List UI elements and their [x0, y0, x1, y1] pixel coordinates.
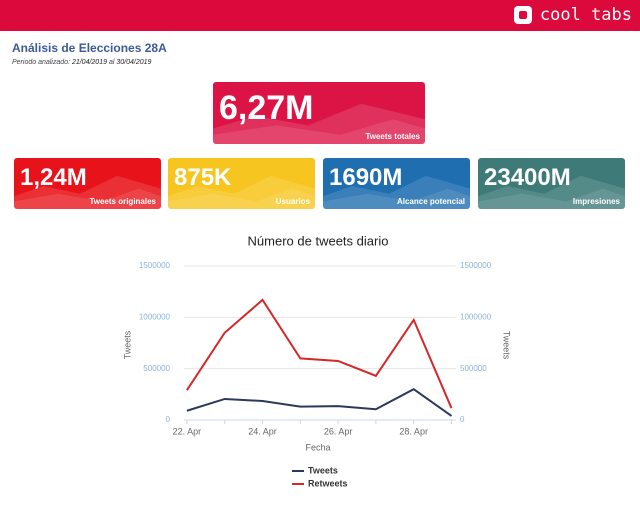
kpi-card: 23400M Impresiones — [478, 158, 625, 209]
y-tick-label: 1500000 — [139, 261, 171, 270]
wave — [14, 188, 161, 209]
wave — [213, 103, 425, 144]
kpi-card: 875K Usuarios — [168, 158, 315, 209]
line-series — [186, 298, 453, 409]
brand-name: cool tabs — [539, 5, 632, 25]
card-decoration — [168, 175, 315, 209]
card-decoration — [213, 103, 425, 144]
card-decoration — [14, 175, 161, 209]
period-label: Periodo analizado: — [12, 59, 70, 66]
kpi-card: 6,27M Tweets totales — [213, 82, 425, 144]
kpi-label: Usuarios — [275, 197, 310, 206]
y2-tick-label: 1500000 — [460, 261, 492, 270]
period-sep: al — [108, 59, 115, 66]
kpi-label: Impresiones — [572, 197, 620, 206]
y2-tick-label: 0 — [460, 415, 465, 424]
y2-tick-label: 1000000 — [460, 312, 492, 321]
brand[interactable]: cool tabs — [513, 5, 632, 25]
kpi-label: Tweets totales — [365, 132, 420, 141]
legend-label: Tweets — [308, 465, 338, 475]
wave — [323, 175, 470, 209]
wave — [213, 119, 425, 144]
card-decoration — [323, 175, 470, 209]
wave — [323, 188, 470, 209]
wave — [14, 175, 161, 209]
header-bar: cool tabs — [0, 0, 640, 31]
line-series — [186, 388, 453, 417]
kpi-label: Alcance potencial — [396, 197, 465, 206]
kpi-card: 1690M Alcance potencial — [323, 158, 470, 209]
kpi-value: 6,27M — [219, 89, 314, 128]
y-tick-label: 500000 — [143, 364, 170, 373]
y-axis-label: Tweets — [122, 330, 132, 359]
card-decoration — [478, 175, 625, 209]
logo — [513, 6, 532, 24]
y-tick-label: 1000000 — [139, 312, 171, 321]
report-period: Periodo analizado: 21/04/2019 al 30/04/2… — [12, 59, 151, 66]
wave — [478, 175, 625, 209]
x-tick-label: 22. Apr — [173, 426, 202, 436]
period-start: 21/04/2019 — [71, 59, 107, 66]
x-tick-label: 26. Apr — [324, 426, 353, 436]
x-tick-label: 28. Apr — [399, 426, 428, 436]
wave — [168, 188, 315, 209]
chart-title: Número de tweets diario — [248, 233, 389, 248]
chart: Número de tweets diario Fecha Tweets Twe… — [122, 233, 512, 488]
period-end: 30/04/2019 — [116, 59, 152, 66]
wave — [478, 188, 625, 209]
y2-tick-label: 500000 — [460, 364, 487, 373]
kpi-value: 23400M — [484, 164, 571, 192]
wave — [168, 175, 315, 209]
y-tick-label: 0 — [166, 415, 171, 424]
kpi-card: 1,24M Tweets originales — [14, 158, 161, 209]
kpi-label: Tweets originales — [89, 197, 156, 206]
y2-axis-label: Tweets — [502, 331, 512, 360]
x-axis-label: Fecha — [305, 442, 330, 452]
legend-label: Retweets — [308, 478, 348, 488]
kpi-value: 1,24M — [20, 164, 87, 192]
x-tick-label: 24. Apr — [248, 426, 277, 436]
report-title: Análisis de Elecciones 28A — [12, 41, 167, 55]
kpi-value: 1690M — [329, 164, 403, 192]
kpi-value: 875K — [174, 164, 232, 192]
